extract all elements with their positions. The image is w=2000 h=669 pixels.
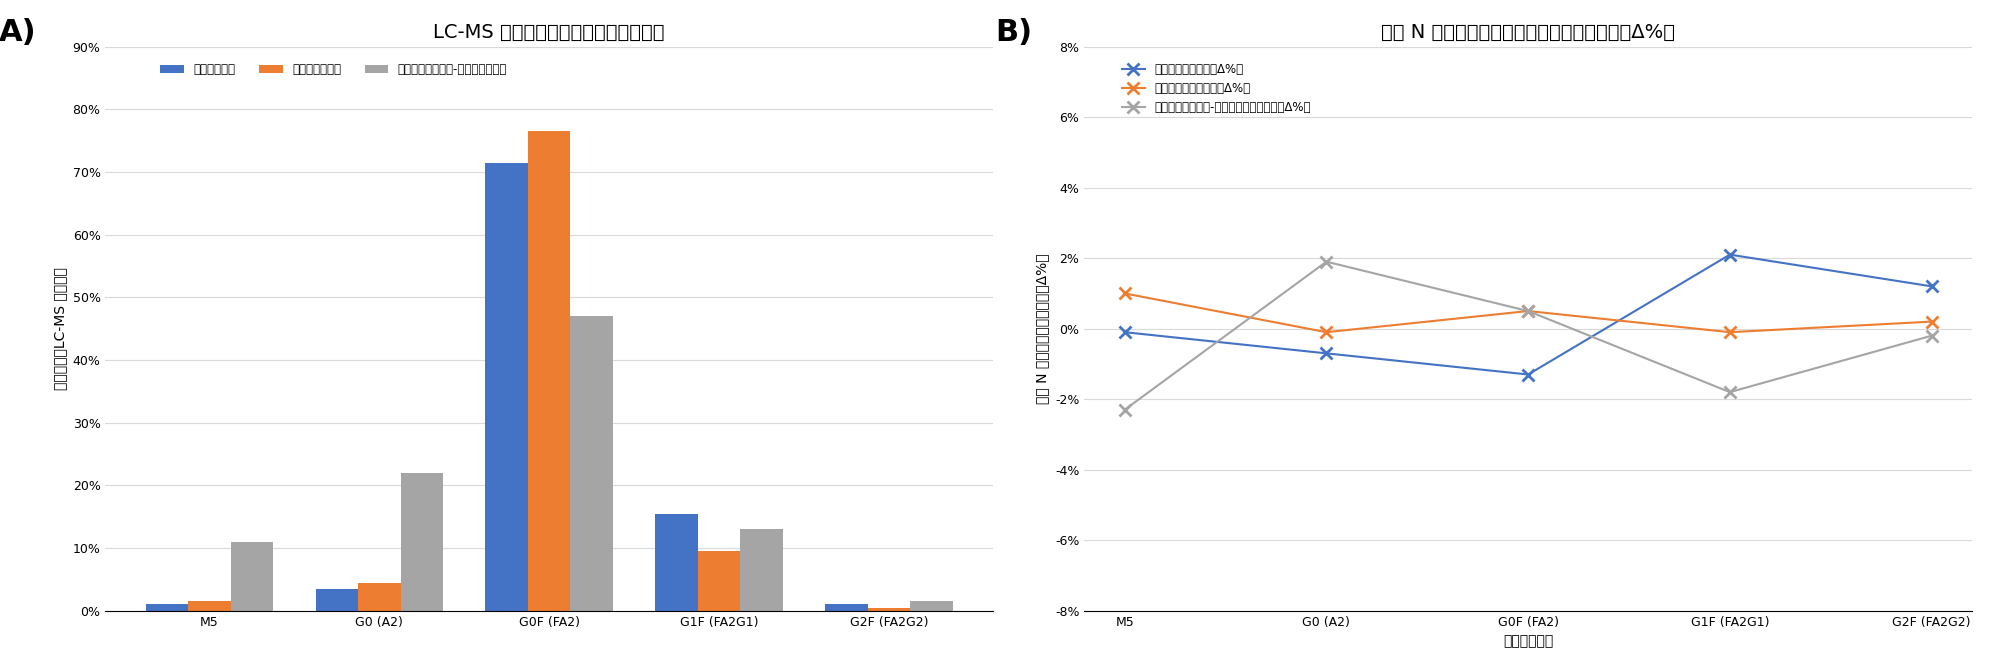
バイオシミラー（-コントロール）の差（Δ%）	[1314, 258, 1338, 266]
バイオシミラー（-コントロール）の差（Δ%）	[1516, 307, 1540, 315]
バイオシミラーの差（Δ%）	[1718, 328, 1742, 337]
Bar	[188, 601, 230, 611]
Bar	[486, 163, 528, 611]
Text: A): A)	[0, 18, 36, 47]
バイオシミラーの差（Δ%）	[1516, 307, 1540, 315]
Title: 遠離 N 型糖鎖アッセイと比較した場合の差（Δ%）: 遠離 N 型糖鎖アッセイと比較した場合の差（Δ%）	[1382, 23, 1676, 42]
Legend: イノベーター, バイオシミラー, バイオシミラー（-コントロール）: イノベーター, バイオシミラー, バイオシミラー（-コントロール）	[156, 58, 512, 80]
イノベーターの差（Δ%）	[1920, 282, 1944, 290]
Bar	[740, 529, 782, 611]
Bar	[316, 589, 358, 611]
イノベーターの差（Δ%）	[1112, 328, 1136, 337]
Bar	[358, 583, 400, 611]
Bar	[146, 605, 188, 611]
バイオシミラーの差（Δ%）	[1314, 328, 1338, 337]
Y-axis label: 相対割合（LC-MS による）: 相対割合（LC-MS による）	[52, 267, 66, 390]
Text: B): B)	[996, 18, 1032, 47]
バイオシミラー（-コントロール）の差（Δ%）	[1112, 406, 1136, 414]
バイオシミラー（-コントロール）の差（Δ%）	[1920, 332, 1944, 340]
Bar	[826, 605, 868, 611]
バイオシミラーの差（Δ%）	[1112, 290, 1136, 298]
Line: イノベーターの差（Δ%）: イノベーターの差（Δ%）	[1120, 249, 1938, 380]
イノベーターの差（Δ%）	[1516, 371, 1540, 379]
Bar	[528, 131, 570, 611]
Bar	[400, 473, 444, 611]
バイオシミラーの差（Δ%）	[1920, 318, 1944, 326]
X-axis label: 軸のタイトル: 軸のタイトル	[1502, 634, 1554, 648]
イノベーターの差（Δ%）	[1314, 349, 1338, 357]
Line: バイオシミラーの差（Δ%）: バイオシミラーの差（Δ%）	[1120, 288, 1938, 338]
Bar	[656, 514, 698, 611]
Bar	[230, 542, 274, 611]
Bar	[570, 316, 612, 611]
バイオシミラー（-コントロール）の差（Δ%）	[1718, 388, 1742, 396]
Y-axis label: 遠離 N 型糖鎖の結果との差（Δ%）: 遠離 N 型糖鎖の結果との差（Δ%）	[1036, 254, 1050, 404]
イノベーターの差（Δ%）	[1718, 251, 1742, 259]
Line: バイオシミラー（-コントロール）の差（Δ%）: バイオシミラー（-コントロール）の差（Δ%）	[1120, 256, 1938, 415]
Title: LC-MS サブユニット分析（相対割合）: LC-MS サブユニット分析（相対割合）	[434, 23, 664, 42]
Bar	[698, 551, 740, 611]
Bar	[910, 601, 952, 611]
Legend: イノベーターの差（Δ%）, バイオシミラーの差（Δ%）, バイオシミラー（-コントロール）の差（Δ%）: イノベーターの差（Δ%）, バイオシミラーの差（Δ%）, バイオシミラー（-コン…	[1116, 58, 1316, 118]
Bar	[868, 607, 910, 611]
